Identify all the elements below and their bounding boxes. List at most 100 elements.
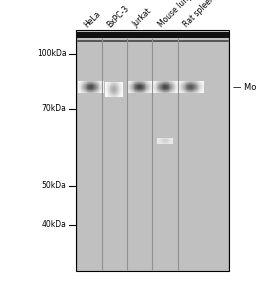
Bar xyxy=(181,88,182,89)
Bar xyxy=(185,85,186,86)
Bar xyxy=(160,87,161,88)
Bar xyxy=(140,84,141,85)
Bar xyxy=(81,86,82,87)
Bar xyxy=(154,84,155,85)
Bar xyxy=(100,91,101,92)
Bar xyxy=(172,83,173,84)
Bar xyxy=(116,89,117,90)
Bar xyxy=(146,85,147,86)
Bar xyxy=(203,92,204,93)
Bar xyxy=(134,81,135,82)
Bar xyxy=(79,90,80,91)
Bar xyxy=(145,88,146,89)
Bar xyxy=(187,86,188,87)
Bar xyxy=(136,89,137,90)
Bar xyxy=(141,86,142,87)
Bar xyxy=(141,92,142,93)
Bar xyxy=(105,96,106,97)
Bar xyxy=(175,86,176,87)
Bar xyxy=(117,88,118,89)
Bar xyxy=(183,86,184,87)
Bar xyxy=(119,95,120,96)
Bar xyxy=(180,81,181,82)
Bar xyxy=(149,82,150,83)
Bar xyxy=(171,87,172,88)
Bar xyxy=(186,82,187,83)
Bar xyxy=(121,86,122,87)
Bar xyxy=(97,89,98,90)
Bar xyxy=(111,95,112,96)
Bar xyxy=(154,87,155,88)
Bar xyxy=(167,81,168,82)
Bar xyxy=(145,90,146,91)
Bar xyxy=(201,82,202,83)
Bar xyxy=(112,94,113,95)
Bar xyxy=(117,84,118,85)
Bar xyxy=(202,82,203,83)
Bar xyxy=(151,87,152,88)
Bar xyxy=(150,83,151,84)
Bar xyxy=(166,88,167,89)
Bar xyxy=(167,90,168,91)
Bar xyxy=(146,87,147,88)
Bar xyxy=(152,88,153,89)
Bar xyxy=(175,81,176,82)
Bar xyxy=(112,82,113,83)
Bar xyxy=(188,81,189,82)
Bar xyxy=(186,88,187,89)
Bar xyxy=(130,89,131,90)
Bar xyxy=(90,82,91,83)
Bar xyxy=(169,83,170,84)
Bar xyxy=(178,90,179,91)
Bar xyxy=(199,88,200,89)
Bar xyxy=(115,91,116,92)
Bar xyxy=(82,88,83,89)
Bar xyxy=(127,86,129,87)
Bar xyxy=(159,89,160,90)
Bar xyxy=(161,88,162,89)
Bar xyxy=(96,86,97,87)
Bar xyxy=(94,84,95,85)
Bar xyxy=(198,91,199,92)
Bar xyxy=(97,90,98,91)
Bar xyxy=(180,90,181,91)
Bar xyxy=(80,85,81,86)
Bar xyxy=(108,96,109,97)
Bar xyxy=(136,90,137,91)
Bar xyxy=(153,82,154,83)
Bar xyxy=(82,90,83,91)
Bar xyxy=(153,92,154,93)
Bar xyxy=(81,85,82,86)
Bar xyxy=(156,81,157,82)
Bar xyxy=(138,84,139,85)
Bar xyxy=(176,81,177,82)
Bar xyxy=(194,81,195,82)
Bar xyxy=(155,91,156,92)
Bar xyxy=(198,85,199,86)
Bar xyxy=(133,89,134,90)
Bar xyxy=(122,96,123,97)
Bar xyxy=(121,87,122,88)
Bar xyxy=(195,90,196,91)
Bar xyxy=(133,84,134,85)
Bar xyxy=(86,91,87,92)
Bar xyxy=(169,88,170,89)
Bar xyxy=(118,84,119,85)
Bar xyxy=(194,90,195,91)
Bar xyxy=(160,86,161,87)
Bar xyxy=(92,81,93,82)
Bar xyxy=(198,90,199,91)
Bar xyxy=(180,88,181,89)
Bar xyxy=(95,82,96,83)
Bar xyxy=(88,88,89,89)
Bar xyxy=(190,83,191,84)
Bar xyxy=(174,91,175,92)
Bar xyxy=(152,91,153,92)
Bar xyxy=(156,86,157,87)
Bar xyxy=(184,88,185,89)
Bar xyxy=(152,84,153,85)
Bar xyxy=(200,85,201,86)
Bar xyxy=(90,91,91,92)
Bar xyxy=(190,91,191,92)
Bar xyxy=(201,91,202,92)
